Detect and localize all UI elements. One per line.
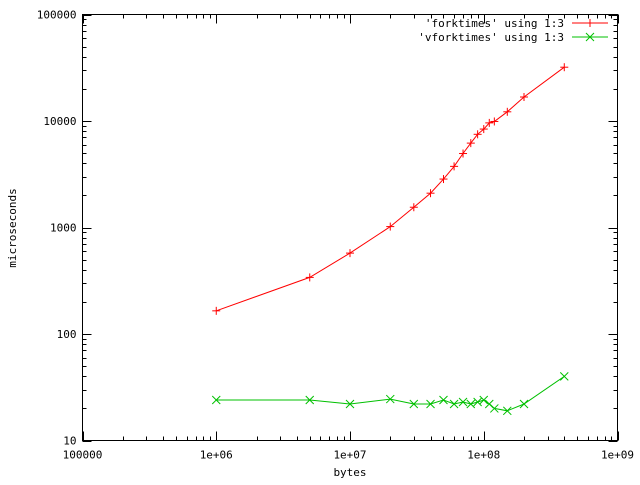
- data-point: [559, 372, 569, 381]
- data-point: [449, 399, 459, 409]
- data-point: [560, 63, 569, 72]
- data-point: [466, 399, 476, 409]
- data-point: [519, 399, 529, 409]
- marker-stroke: [466, 399, 476, 409]
- marker-stroke: [559, 372, 569, 381]
- marker-stroke: [211, 395, 221, 405]
- data-point: [386, 222, 395, 231]
- data-point: [305, 273, 314, 282]
- data-point: [490, 117, 499, 126]
- data-point: [473, 130, 482, 139]
- series-vforktimes: [211, 372, 569, 416]
- series-forktimes: [212, 63, 569, 315]
- legend: 'forktimes' using 1:3'vforktimes' using …: [418, 17, 608, 44]
- y-tick-label: 1000: [50, 222, 77, 235]
- data-point: [489, 404, 499, 413]
- x-axis-label: bytes: [333, 466, 366, 479]
- legend-marker: [585, 32, 595, 42]
- data-point: [503, 107, 512, 116]
- marker-stroke: [458, 397, 468, 407]
- marker-stroke: [345, 399, 355, 409]
- legend-marker: [586, 19, 594, 27]
- data-point: [459, 149, 468, 158]
- marker-stroke: [426, 399, 435, 409]
- axis-tick-labels: 100000 1e+06 1e+07 1e+08 1e+09 10 100 1000 10000…: [37, 9, 634, 462]
- marker-stroke: [385, 394, 395, 404]
- marker-stroke: [449, 399, 459, 409]
- data-point: [439, 395, 448, 405]
- x-tick-label: 100000: [63, 449, 103, 462]
- data-point: [305, 395, 315, 405]
- data-point: [346, 249, 354, 258]
- data-point: [458, 397, 468, 407]
- plot-frame: [82, 14, 618, 441]
- x-tick-label: 1e+08: [467, 449, 500, 462]
- data-series: [211, 63, 569, 416]
- data-point: [520, 93, 529, 102]
- data-point: [426, 399, 435, 409]
- legend-label: 'forktimes' using 1:3: [425, 17, 564, 30]
- x-tick-label: 1e+09: [601, 449, 634, 462]
- data-point: [473, 397, 482, 407]
- marker-stroke: [439, 395, 448, 405]
- y-axis-label: microseconds: [6, 188, 19, 267]
- marker-stroke: [585, 32, 595, 42]
- data-point: [345, 399, 355, 409]
- data-point: [439, 175, 448, 184]
- data-point: [450, 162, 459, 171]
- data-point: [426, 189, 435, 198]
- y-tick-label: 10000: [43, 115, 76, 128]
- data-point: [409, 203, 418, 212]
- x-tick-label: 1e+06: [200, 449, 233, 462]
- data-point: [385, 394, 395, 404]
- data-point: [466, 139, 475, 148]
- data-point: [485, 118, 494, 127]
- marker-stroke: [305, 395, 315, 405]
- y-tick-label: 10: [63, 435, 76, 448]
- y-tick-label: 100: [57, 328, 77, 341]
- axis-ticks: [82, 14, 619, 442]
- y-tick-label: 100000: [37, 9, 77, 22]
- data-point: [212, 306, 221, 315]
- data-point: [502, 406, 512, 416]
- x-tick-label: 1e+07: [333, 449, 366, 462]
- data-point: [479, 395, 489, 405]
- legend-label: 'vforktimes' using 1:3: [418, 31, 564, 44]
- marker-stroke: [409, 399, 419, 409]
- marker-stroke: [502, 406, 512, 416]
- marker-stroke: [484, 399, 494, 409]
- marker-stroke: [473, 397, 482, 407]
- data-point: [211, 395, 221, 405]
- marker-stroke: [519, 399, 529, 409]
- marker-stroke: [479, 395, 489, 405]
- data-point: [409, 399, 419, 409]
- marker-stroke: [489, 404, 499, 413]
- data-point: [479, 125, 488, 134]
